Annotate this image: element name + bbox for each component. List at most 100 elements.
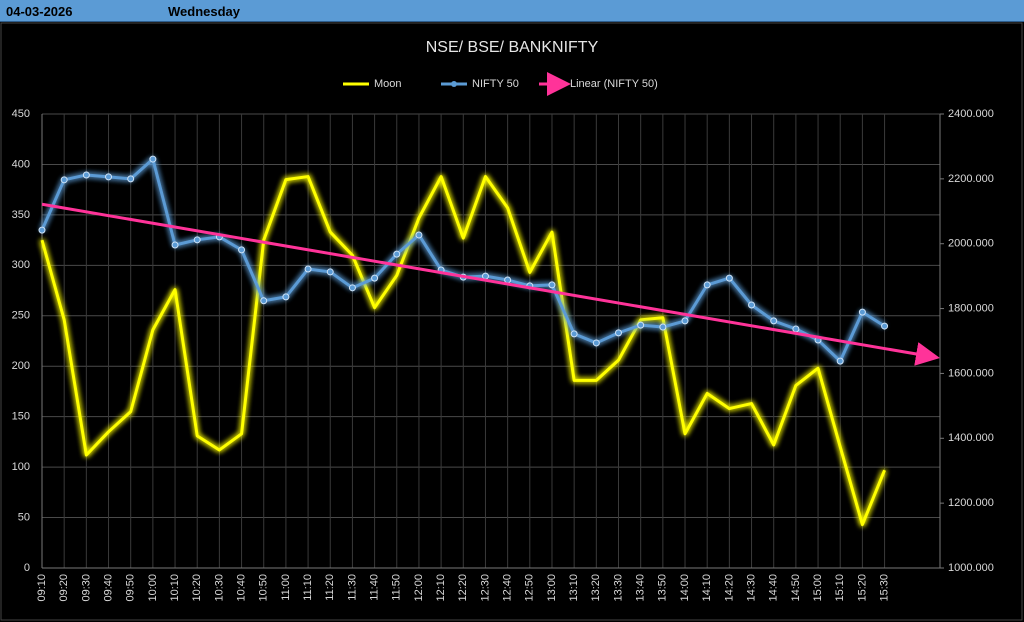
x-tick-label: 14:20: [723, 574, 735, 602]
point: [659, 323, 667, 331]
x-tick-label: 10:50: [258, 574, 270, 602]
x-tick-label: 09:30: [80, 574, 92, 602]
x-tick-label: 09:20: [58, 574, 70, 602]
point: [238, 246, 246, 254]
header-bar: 04-03-2026 Wednesday: [0, 0, 1024, 22]
point: [326, 268, 334, 276]
point: [481, 272, 489, 280]
x-tick-label: 13:10: [568, 574, 580, 602]
point: [282, 293, 290, 301]
y-tick-label: 150: [12, 411, 30, 423]
x-tick-label: 14:30: [745, 574, 757, 602]
x-tick-label: 11:50: [391, 574, 403, 601]
x-tick-label: 12:40: [502, 574, 514, 602]
x-tick-label: 15:20: [856, 574, 868, 602]
x-tick-label: 11:40: [368, 574, 380, 601]
x-tick-label: 13:00: [546, 574, 558, 602]
y2-tick-label: 1200.000: [948, 497, 994, 509]
y2-tick-label: 2200.000: [948, 173, 994, 185]
point: [127, 175, 135, 183]
x-tick-label: 12:10: [435, 574, 447, 602]
point: [105, 173, 113, 181]
x-tick-label: 11:30: [346, 574, 358, 601]
point: [637, 321, 645, 329]
chart-border: [0, 22, 1023, 621]
x-tick-label: 10:00: [147, 574, 159, 602]
x-tick-label: 14:40: [768, 574, 780, 602]
x-tick-label: 12:20: [457, 574, 469, 602]
point: [881, 322, 889, 330]
point: [592, 339, 600, 347]
point: [149, 155, 157, 163]
x-tick-label: 10:40: [235, 574, 247, 602]
x-tick-label: 14:10: [701, 574, 713, 602]
point: [415, 231, 423, 239]
y2-tick-label: 1000.000: [948, 562, 994, 574]
x-tick-label: 13:50: [657, 574, 669, 602]
x-tick-label: 15:30: [878, 574, 890, 602]
y-tick-label: 250: [12, 310, 30, 322]
y-tick-label: 350: [12, 209, 30, 221]
y-tick-label: 400: [12, 158, 30, 170]
trendline: [41, 202, 940, 366]
x-tick-label: 10:30: [213, 574, 225, 602]
point: [171, 241, 179, 249]
x-tick-label: 11:20: [324, 574, 336, 601]
point: [770, 317, 778, 325]
y2-tick-label: 2000.000: [948, 238, 994, 250]
legend-item: NIFTY 50: [441, 78, 519, 90]
point: [570, 330, 578, 338]
x-tick-label: 13:20: [590, 574, 602, 602]
point: [348, 284, 356, 292]
point: [703, 281, 711, 289]
point: [60, 176, 68, 184]
chart-title: NSE/ BSE/ BANKNIFTY: [426, 39, 599, 56]
x-tick-label: 11:00: [280, 574, 292, 601]
x-tick-label: 13:40: [635, 574, 647, 602]
x-tick-label: 12:50: [524, 574, 536, 602]
point: [748, 301, 756, 309]
y-tick-label: 450: [12, 108, 30, 120]
x-tick-label: 14:00: [679, 574, 691, 602]
y-tick-label: 0: [24, 562, 30, 574]
legend-marker: [451, 81, 457, 87]
series-line: [40, 175, 886, 527]
point: [38, 226, 46, 234]
x-tick-label: 09:50: [125, 574, 137, 602]
legend-label: Linear (NIFTY 50): [570, 78, 658, 90]
chart: NSE/ BSE/ BANKNIFTY 0 50 100 150 200 250 300 35…: [0, 22, 1023, 621]
x-tick-label: 14:50: [790, 574, 802, 602]
x-tick-label: 15:10: [834, 574, 846, 602]
x-tick-label: 12:00: [413, 574, 425, 602]
y-tick-label: 100: [12, 461, 30, 473]
x-tick-label: 13:30: [612, 574, 624, 602]
point: [548, 281, 556, 289]
x-tick-label: 10:10: [169, 574, 181, 602]
x-tick-label: 11:10: [302, 574, 314, 601]
point: [304, 265, 312, 273]
y-tick-label: 300: [12, 259, 30, 271]
y2-tick-label: 1600.000: [948, 367, 994, 379]
x-tick-label: 15:00: [812, 574, 824, 602]
day: Wednesday: [168, 4, 241, 19]
point: [858, 308, 866, 316]
y2-tick-label: 2400.000: [948, 108, 994, 120]
date: 04-03-2026: [6, 4, 73, 19]
point: [393, 250, 401, 258]
y-tick-label: 200: [12, 360, 30, 372]
legend-item: Linear (NIFTY 50): [539, 72, 658, 96]
y2-tick-label: 1400.000: [948, 432, 994, 444]
x-tick-label: 10:20: [191, 574, 203, 602]
point: [836, 357, 844, 365]
point: [681, 317, 689, 325]
x-tick-label: 09:40: [102, 574, 114, 602]
point: [82, 171, 90, 179]
y-tick-label: 50: [18, 511, 30, 523]
x-tick-label: 09:10: [36, 574, 48, 602]
legend-item: Moon: [343, 78, 402, 90]
point: [614, 329, 622, 337]
y2-tick-label: 1800.000: [948, 302, 994, 314]
legend-label: NIFTY 50: [472, 78, 519, 90]
point: [260, 297, 268, 305]
